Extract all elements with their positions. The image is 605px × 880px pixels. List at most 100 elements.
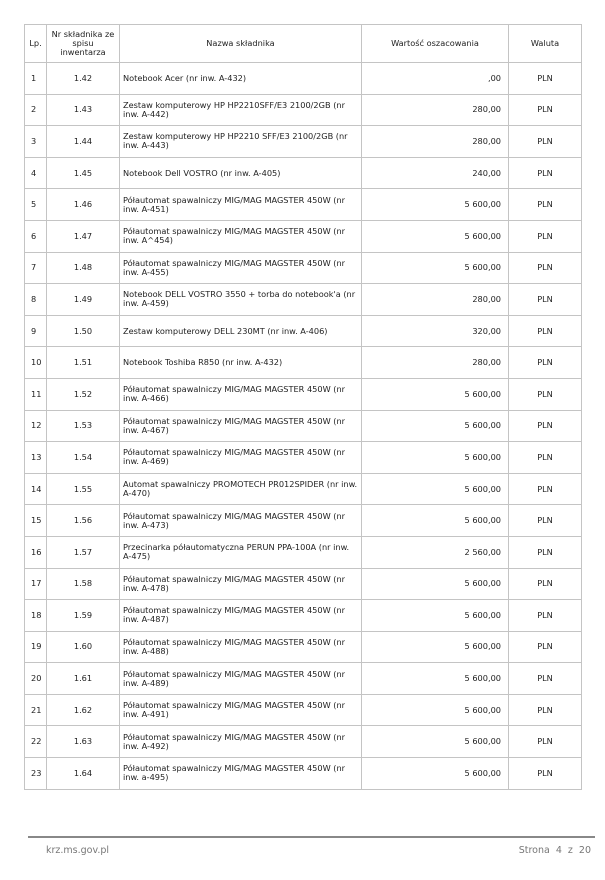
cell-currency: PLN	[508, 409, 582, 443]
table-row: 9 1.50 Zestaw komputerowy DELL 230MT (nr i…	[24, 314, 582, 348]
cell-currency: PLN	[508, 693, 582, 727]
cell-name: Półautomat spawalniczy MIG/MAG MAGSTER 4…	[119, 441, 362, 474]
cell-currency: PLN	[508, 472, 582, 506]
cell-value: 280,00	[361, 125, 509, 158]
table-row: 18 1.59 Półautomat spawalniczy MIG/MAG MAG…	[24, 599, 582, 632]
cell-nr: 1.56	[46, 504, 120, 537]
cell-nr: 1.64	[46, 757, 120, 790]
footer-page-number: Strona 4 z 20	[518, 845, 591, 856]
cell-currency: PLN	[508, 757, 582, 790]
cell-nr: 1.53	[46, 409, 120, 443]
cell-lp: 7	[24, 251, 47, 285]
cell-name: Zestaw komputerowy DELL 230MT (nr inw. A…	[119, 314, 362, 348]
cell-currency: PLN	[508, 725, 582, 759]
cell-currency: PLN	[508, 251, 582, 285]
cell-lp: 22	[24, 725, 47, 759]
table-row: 17 1.58 Półautomat spawalniczy MIG/MAG MAG…	[24, 567, 582, 601]
cell-currency: PLN	[508, 62, 582, 95]
cell-value: 5 600,00	[361, 441, 509, 474]
cell-lp: 17	[24, 567, 47, 601]
footer-site: krz.ms.gov.pl	[46, 845, 110, 856]
cell-lp: 9	[24, 314, 47, 348]
cell-name: Półautomat spawalniczy MIG/MAG MAGSTER 4…	[119, 725, 362, 759]
cell-lp: 21	[24, 693, 47, 727]
cell-nr: 1.47	[46, 219, 120, 253]
cell-name: Notebook Toshiba R850 (nr inw. A-432)	[119, 346, 362, 379]
cell-lp: 10	[24, 346, 47, 379]
table-row: 3 1.44 Zestaw komputerowy HP HP2210 SFF/E3…	[24, 125, 582, 158]
cell-value: 5 600,00	[361, 757, 509, 790]
cell-nr: 1.55	[46, 472, 120, 506]
table-row: 19 1.60 Półautomat spawalniczy MIG/MAG MAG…	[24, 630, 582, 664]
cell-lp: 15	[24, 504, 47, 537]
cell-nr: 1.63	[46, 725, 120, 759]
table-row: 22 1.63 Półautomat spawalniczy MIG/MAG MAG…	[24, 725, 582, 759]
cell-name: Półautomat spawalniczy MIG/MAG MAGSTER 4…	[119, 377, 362, 411]
cell-name: Półautomat spawalniczy MIG/MAG MAGSTER 4…	[119, 251, 362, 285]
cell-nr: 1.54	[46, 441, 120, 474]
cell-nr: 1.62	[46, 693, 120, 727]
table-row: 21 1.62 Półautomat spawalniczy MIG/MAG MAG…	[24, 693, 582, 727]
cell-value: 5 600,00	[361, 472, 509, 506]
cell-lp: 18	[24, 599, 47, 632]
cell-currency: PLN	[508, 441, 582, 474]
table-row: 12 1.53 Półautomat spawalniczy MIG/MAG MAG…	[24, 409, 582, 443]
assets-table: Lp. Nr składnika ze spisu inwentarza Naz…	[24, 24, 582, 790]
cell-currency: PLN	[508, 156, 582, 190]
cell-nr: 1.58	[46, 567, 120, 601]
cell-lp: 12	[24, 409, 47, 443]
cell-name: Półautomat spawalniczy MIG/MAG MAGSTER 4…	[119, 757, 362, 790]
table-row: 13 1.54 Półautomat spawalniczy MIG/MAG MAG…	[24, 441, 582, 474]
cell-currency: PLN	[508, 219, 582, 253]
cell-value: 5 600,00	[361, 504, 509, 537]
cell-name: Półautomat spawalniczy MIG/MAG MAGSTER 4…	[119, 693, 362, 727]
cell-nr: 1.48	[46, 251, 120, 285]
cell-lp: 16	[24, 535, 47, 569]
cell-value: 280,00	[361, 346, 509, 379]
cell-lp: 23	[24, 757, 47, 790]
header-name: Nazwa składnika	[119, 24, 362, 63]
cell-name: Notebook Acer (nr inw. A-432)	[119, 62, 362, 95]
table-row: 20 1.61 Półautomat spawalniczy MIG/MAG MAG…	[24, 662, 582, 695]
cell-name: Zestaw komputerowy HP HP2210 SFF/E3 2100…	[119, 125, 362, 158]
cell-name: Półautomat spawalniczy MIG/MAG MAGSTER 4…	[119, 599, 362, 632]
cell-lp: 20	[24, 662, 47, 695]
cell-lp: 11	[24, 377, 47, 411]
cell-nr: 1.42	[46, 62, 120, 95]
cell-nr: 1.52	[46, 377, 120, 411]
table-row: 6 1.47 Półautomat spawalniczy MIG/MAG MAGS…	[24, 219, 582, 253]
cell-name: Półautomat spawalniczy MIG/MAG MAGSTER 4…	[119, 409, 362, 443]
table-row: 23 1.64 Półautomat spawalniczy MIG/MAG MAG…	[24, 757, 582, 790]
cell-name: Półautomat spawalniczy MIG/MAG MAGSTER 4…	[119, 662, 362, 695]
cell-name: Półautomat spawalniczy MIG/MAG MAGSTER 4…	[119, 219, 362, 253]
cell-value: 5 600,00	[361, 188, 509, 221]
cell-currency: PLN	[508, 567, 582, 601]
cell-value: 5 600,00	[361, 662, 509, 695]
footer-divider	[28, 836, 595, 838]
table-row: 16 1.57 Przecinarka półautomatyczna PERUN …	[24, 535, 582, 569]
cell-nr: 1.59	[46, 599, 120, 632]
table-body: 1 1.42 Notebook Acer (nr inw. A-432) ,00 PLN…	[24, 62, 582, 790]
cell-currency: PLN	[508, 93, 582, 127]
cell-currency: PLN	[508, 599, 582, 632]
cell-currency: PLN	[508, 125, 582, 158]
cell-name: Półautomat spawalniczy MIG/MAG MAGSTER 4…	[119, 188, 362, 221]
cell-value: 5 600,00	[361, 377, 509, 411]
cell-value: 5 600,00	[361, 630, 509, 664]
cell-nr: 1.61	[46, 662, 120, 695]
cell-currency: PLN	[508, 504, 582, 537]
table-row: 11 1.52 Półautomat spawalniczy MIG/MAG MAG…	[24, 377, 582, 411]
cell-lp: 6	[24, 219, 47, 253]
header-nr: Nr składnika ze spisu inwentarza	[46, 24, 120, 63]
cell-currency: PLN	[508, 630, 582, 664]
cell-lp: 1	[24, 62, 47, 95]
cell-name: Notebook DELL VOSTRO 3550 + torba do not…	[119, 283, 362, 316]
cell-currency: PLN	[508, 314, 582, 348]
cell-lp: 5	[24, 188, 47, 221]
cell-value: 5 600,00	[361, 567, 509, 601]
cell-value: 5 600,00	[361, 409, 509, 443]
cell-nr: 1.43	[46, 93, 120, 127]
cell-value: 2 560,00	[361, 535, 509, 569]
cell-lp: 4	[24, 156, 47, 190]
table-row: 7 1.48 Półautomat spawalniczy MIG/MAG MAGS…	[24, 251, 582, 285]
